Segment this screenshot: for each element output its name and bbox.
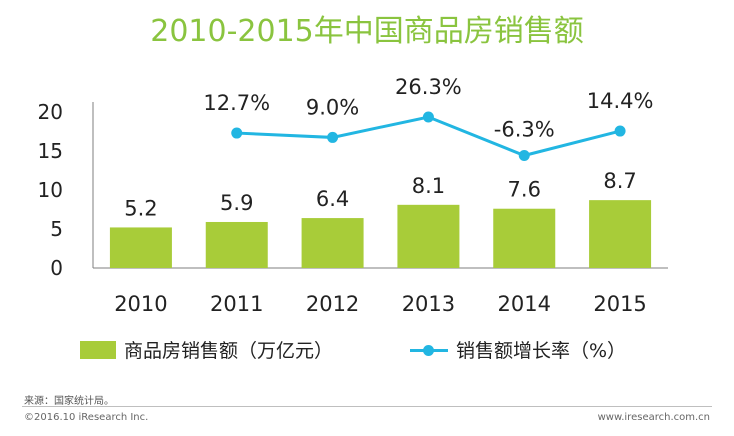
bar — [589, 200, 652, 268]
growth-point — [231, 127, 243, 139]
growth-point — [327, 131, 339, 143]
y-tick-label: 20 — [38, 100, 63, 124]
chart-legend: 商品房销售额（万亿元） 销售额增长率（%） — [0, 336, 734, 366]
growth-point — [518, 150, 530, 161]
copyright-text: ©2016.10 iResearch Inc. — [24, 412, 149, 423]
growth-value-label: 9.0% — [306, 95, 359, 119]
bar — [109, 227, 172, 268]
y-tick-label: 5 — [50, 217, 63, 241]
legend-item-bar: 商品房销售额（万亿元） — [80, 336, 333, 363]
x-tick-label: 2014 — [498, 292, 551, 316]
website-text: www.iresearch.com.cn — [597, 412, 710, 423]
y-tick-label: 10 — [38, 178, 63, 202]
footer-divider — [22, 406, 712, 407]
legend-line-swatch — [410, 341, 448, 359]
chart-plot: 0 5 10 15 20 2010 2011 2012 2013 2014 2015 5.2 5.9 6.… — [38, 75, 668, 316]
growth-value-label: 12.7% — [203, 91, 270, 115]
x-tick-label: 2015 — [593, 292, 646, 316]
bar-value-label: 7.6 — [508, 178, 541, 202]
growth-point — [422, 111, 434, 123]
x-tick-label: 2010 — [114, 292, 167, 316]
bar — [205, 221, 268, 268]
bar — [493, 208, 556, 268]
growth-value-label: -6.3% — [494, 118, 555, 142]
x-tick-label: 2013 — [402, 292, 455, 316]
growth-value-label: 14.4% — [587, 89, 654, 113]
legend-item-line: 销售额增长率（%） — [410, 336, 626, 363]
growth-line — [236, 115, 621, 158]
legend-bar-swatch — [80, 340, 116, 359]
bar-value-label: 6.4 — [316, 187, 349, 211]
y-tick-label: 15 — [38, 139, 63, 163]
x-tick-label: 2012 — [306, 292, 359, 316]
bar-value-label: 8.1 — [412, 174, 445, 198]
legend-bar-label: 商品房销售额（万亿元） — [124, 340, 334, 362]
legend-line-label: 销售额增长率（%） — [456, 340, 627, 362]
bar — [301, 218, 364, 268]
bar — [397, 204, 460, 268]
growth-value-label: 26.3% — [395, 75, 462, 99]
bar-value-label: 5.9 — [220, 191, 253, 215]
chart-title: 2010-2015年中国商品房销售额 — [150, 14, 584, 49]
bar-value-label: 8.7 — [603, 169, 636, 193]
bar-value-label: 5.2 — [124, 196, 157, 220]
growth-point — [614, 125, 626, 137]
x-tick-label: 2011 — [210, 292, 263, 316]
source-note: 来源：国家统计局。 — [24, 396, 114, 407]
y-tick-label: 0 — [50, 256, 63, 280]
